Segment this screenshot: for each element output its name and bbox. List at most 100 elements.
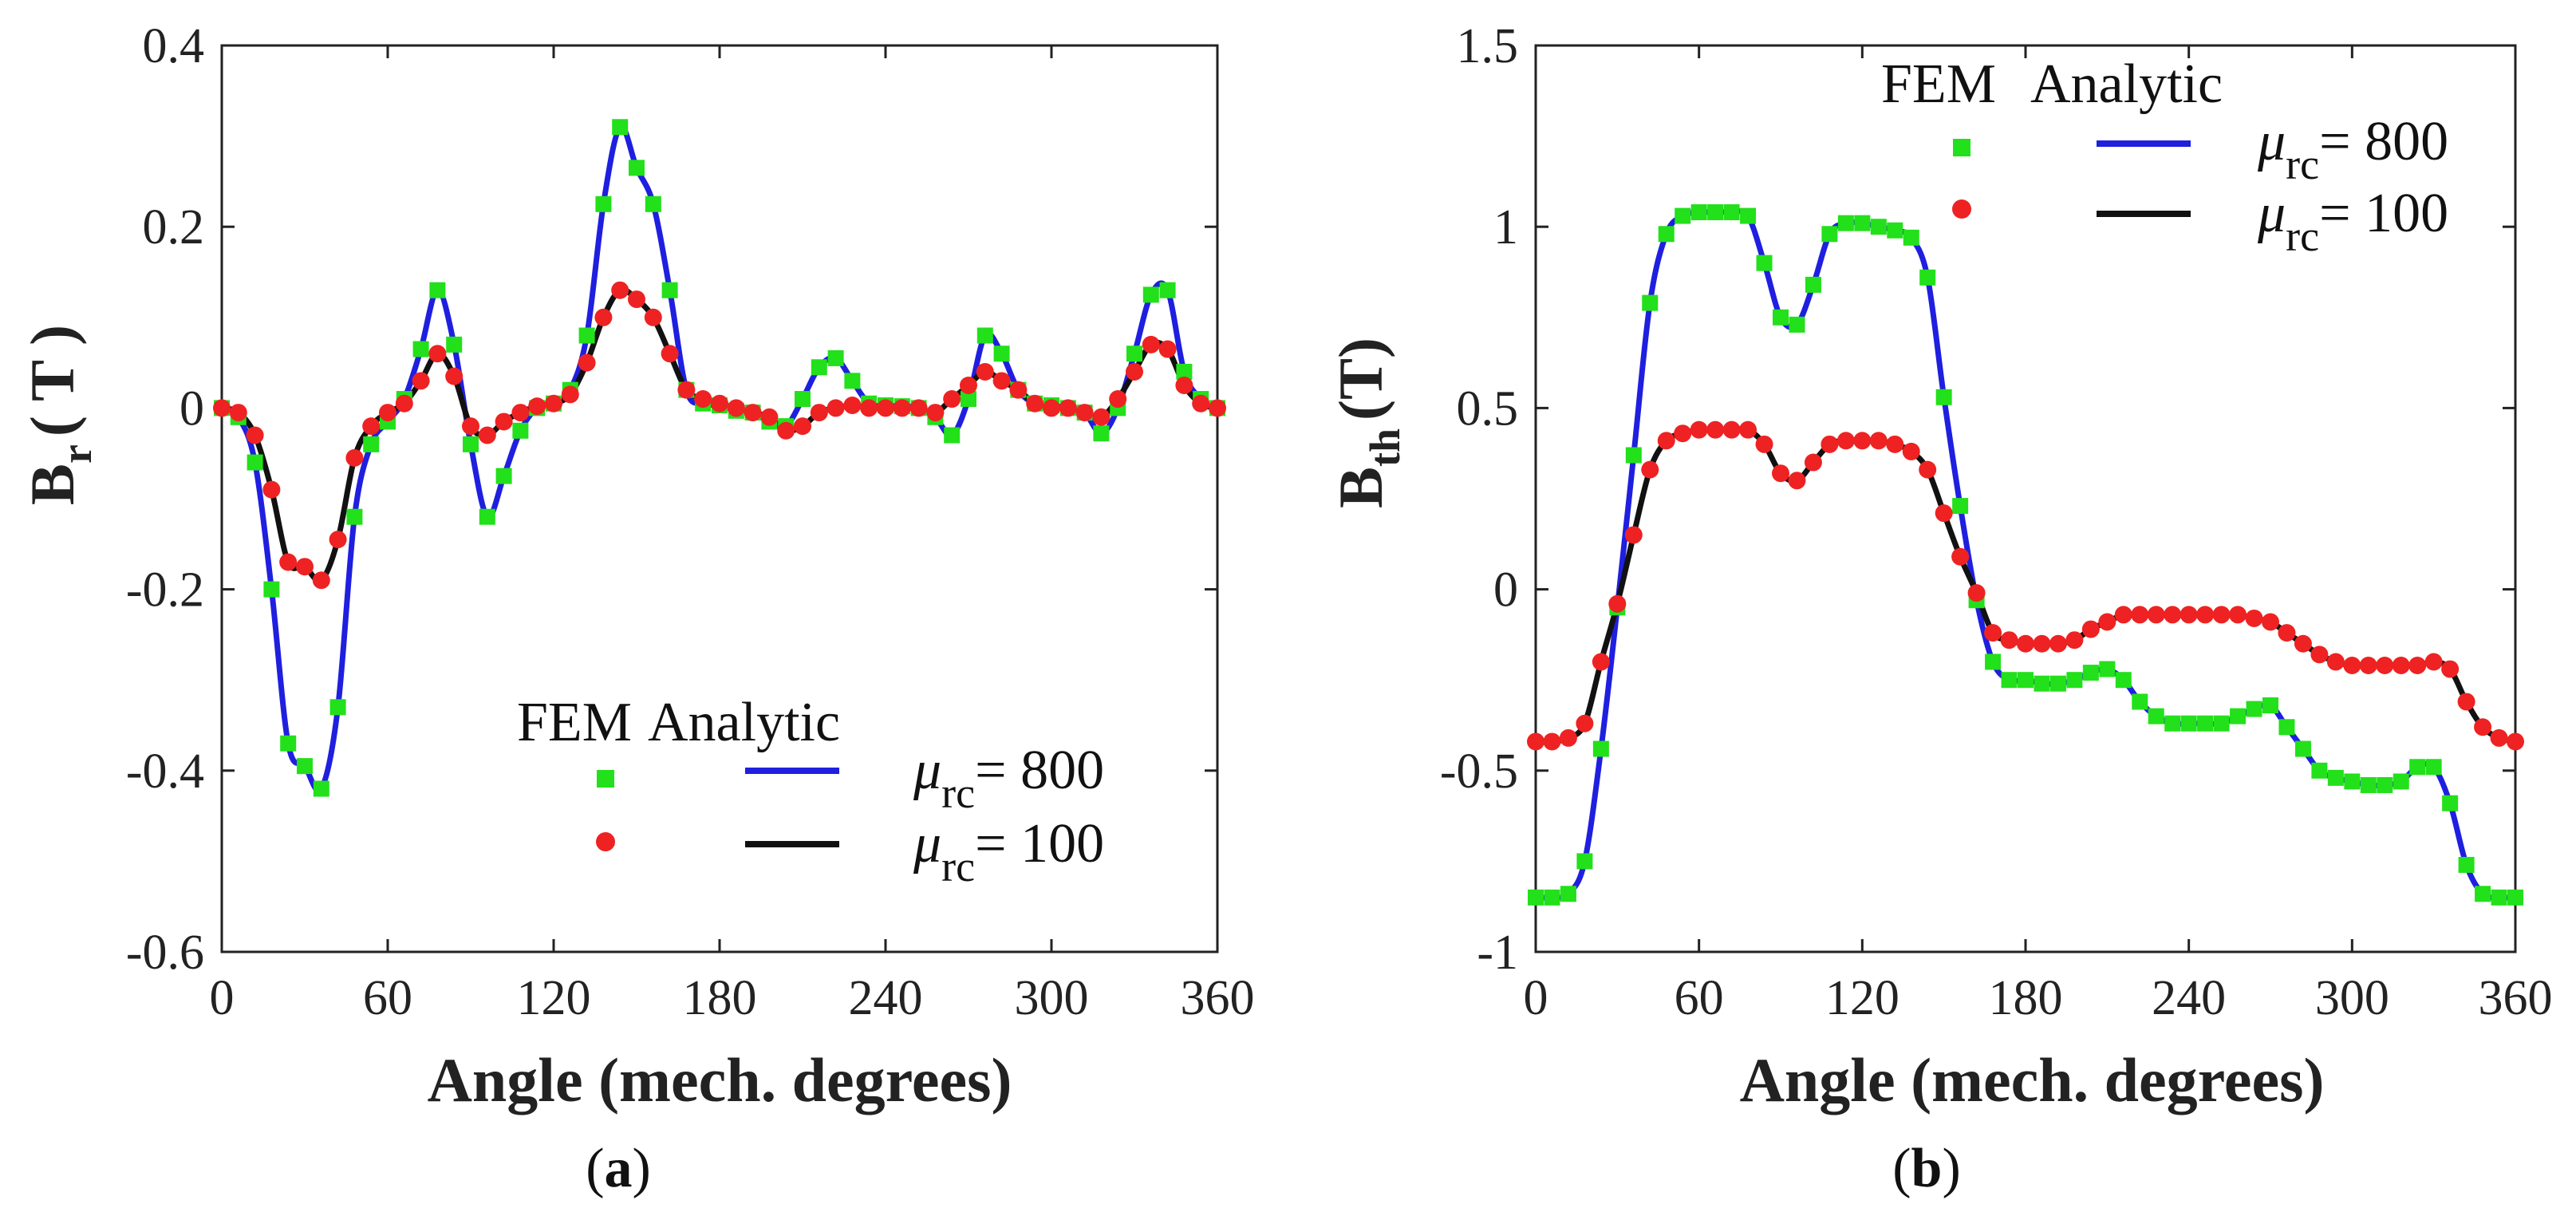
x-tick-label-b: 0 bbox=[1524, 971, 1548, 1025]
data-point-a-0 bbox=[412, 341, 429, 357]
data-point-a-0 bbox=[1142, 286, 1159, 303]
caption-b-letter: b bbox=[1911, 1138, 1943, 1199]
data-point-b-1 bbox=[1804, 453, 1822, 472]
x-tick-label-b: 240 bbox=[2152, 971, 2226, 1025]
data-point-a-1 bbox=[644, 308, 662, 326]
data-point-a-0 bbox=[263, 581, 280, 598]
x-tick-label-b: 60 bbox=[1675, 971, 1724, 1025]
data-point-a-1 bbox=[694, 390, 712, 409]
data-point-b-0 bbox=[2001, 672, 2018, 689]
data-point-a-1 bbox=[296, 558, 314, 576]
data-point-b-1 bbox=[1967, 584, 1986, 602]
data-point-b-1 bbox=[1886, 435, 1904, 453]
panel-a: 0 60 120 180 240 300 360 -0.6 -0.4 -0.2 0 0.2 0.4 Br… bbox=[18, 19, 1255, 1199]
data-point-b-0 bbox=[1625, 447, 1642, 464]
data-point-b-1 bbox=[2392, 657, 2410, 675]
x-tick-label-b: 120 bbox=[1825, 971, 1899, 1025]
data-point-b-1 bbox=[1624, 526, 1643, 544]
legend-b-marker-100 bbox=[1952, 199, 1971, 219]
data-point-a-1 bbox=[926, 404, 945, 422]
data-point-a-1 bbox=[777, 421, 795, 440]
data-point-b-1 bbox=[1722, 420, 1741, 439]
data-point-a-1 bbox=[877, 399, 894, 417]
data-point-b-0 bbox=[1952, 498, 1969, 515]
legend-b-fem: FEM bbox=[1881, 53, 1996, 115]
data-point-a-1 bbox=[1026, 394, 1044, 413]
y-tick-label-b: 1.5 bbox=[1457, 19, 1519, 73]
data-point-b-1 bbox=[2408, 657, 2427, 675]
x-tick-label-a: 360 bbox=[1181, 971, 1255, 1025]
data-point-a-0 bbox=[495, 468, 512, 484]
data-point-b-1 bbox=[2278, 624, 2296, 642]
data-point-a-0 bbox=[313, 780, 329, 797]
data-point-b-1 bbox=[1576, 714, 1594, 732]
data-point-b-0 bbox=[2246, 701, 2262, 717]
data-point-a-0 bbox=[578, 327, 595, 344]
data-point-a-0 bbox=[645, 195, 661, 212]
data-point-b-0 bbox=[1837, 215, 1854, 231]
data-point-b-0 bbox=[1690, 204, 1707, 221]
data-point-b-1 bbox=[2147, 606, 2165, 624]
data-point-a-1 bbox=[843, 396, 862, 414]
data-point-b-0 bbox=[1821, 226, 1838, 243]
legend-a-mu-800: μ bbox=[913, 740, 941, 801]
x-tick-label-a: 120 bbox=[517, 971, 591, 1025]
legend-b-value-100: = 100 bbox=[2319, 183, 2448, 244]
data-point-a-1 bbox=[1126, 362, 1143, 381]
data-point-b-1 bbox=[2262, 613, 2279, 631]
data-point-a-1 bbox=[727, 399, 745, 417]
y-tick-label-a: 0.4 bbox=[143, 19, 205, 73]
data-point-a-1 bbox=[794, 417, 811, 436]
data-point-a-1 bbox=[893, 399, 911, 417]
data-point-b-1 bbox=[1641, 460, 1659, 479]
data-point-b-0 bbox=[2475, 886, 2491, 902]
y-tick-label-b: -1 bbox=[1477, 926, 1518, 980]
data-point-a-1 bbox=[1142, 335, 1160, 353]
data-point-a-0 bbox=[329, 699, 346, 716]
data-point-a-1 bbox=[976, 362, 994, 381]
data-point-b-0 bbox=[2491, 889, 2507, 906]
data-point-b-1 bbox=[2049, 634, 2067, 653]
data-point-b-0 bbox=[1528, 889, 1544, 906]
data-point-a-1 bbox=[1009, 381, 1028, 399]
data-point-a-0 bbox=[446, 336, 463, 353]
y-tick-label-a: -0.4 bbox=[126, 744, 204, 799]
data-point-a-1 bbox=[711, 394, 728, 413]
data-point-b-1 bbox=[2457, 693, 2475, 711]
data-point-a-1 bbox=[960, 377, 977, 394]
ylabel-b-main: B bbox=[1326, 467, 1395, 508]
data-point-a-1 bbox=[229, 404, 247, 422]
ylabel-b: Bth (T) bbox=[1326, 338, 1409, 508]
data-point-a-1 bbox=[246, 426, 264, 444]
data-point-b-0 bbox=[2018, 672, 2034, 689]
data-point-a-1 bbox=[1209, 399, 1226, 417]
data-point-b-1 bbox=[2294, 634, 2312, 653]
data-point-b-1 bbox=[1706, 420, 1725, 439]
legend-a-label-100: μrc= 100 bbox=[913, 813, 1104, 890]
data-point-a-1 bbox=[545, 394, 562, 413]
data-point-a-0 bbox=[844, 373, 861, 389]
data-point-a-1 bbox=[909, 399, 928, 417]
ylabel-a-unit: ( T ) bbox=[18, 325, 87, 436]
data-point-a-0 bbox=[280, 735, 297, 752]
data-point-a-1 bbox=[594, 308, 613, 326]
data-point-a-0 bbox=[795, 391, 811, 408]
data-point-a-1 bbox=[677, 381, 696, 399]
data-point-a-1 bbox=[478, 426, 496, 444]
caption-a: (a) bbox=[586, 1138, 651, 1199]
data-point-b-1 bbox=[1902, 442, 1920, 460]
data-point-b-0 bbox=[1658, 226, 1675, 243]
x-tick-label-b: 300 bbox=[2315, 971, 2389, 1025]
data-point-b-0 bbox=[1675, 207, 1691, 224]
legend-a-fem: FEM bbox=[517, 692, 632, 753]
ylabel-b-unit: (T) bbox=[1326, 338, 1395, 420]
data-point-b-1 bbox=[1984, 624, 2002, 642]
data-point-b-0 bbox=[2409, 759, 2426, 776]
data-point-b-1 bbox=[1674, 424, 1692, 443]
data-point-a-1 bbox=[511, 404, 530, 422]
data-point-b-0 bbox=[1740, 207, 1757, 224]
data-point-b-0 bbox=[2327, 769, 2344, 786]
data-point-a-1 bbox=[860, 399, 878, 417]
data-point-b-1 bbox=[2490, 728, 2508, 747]
